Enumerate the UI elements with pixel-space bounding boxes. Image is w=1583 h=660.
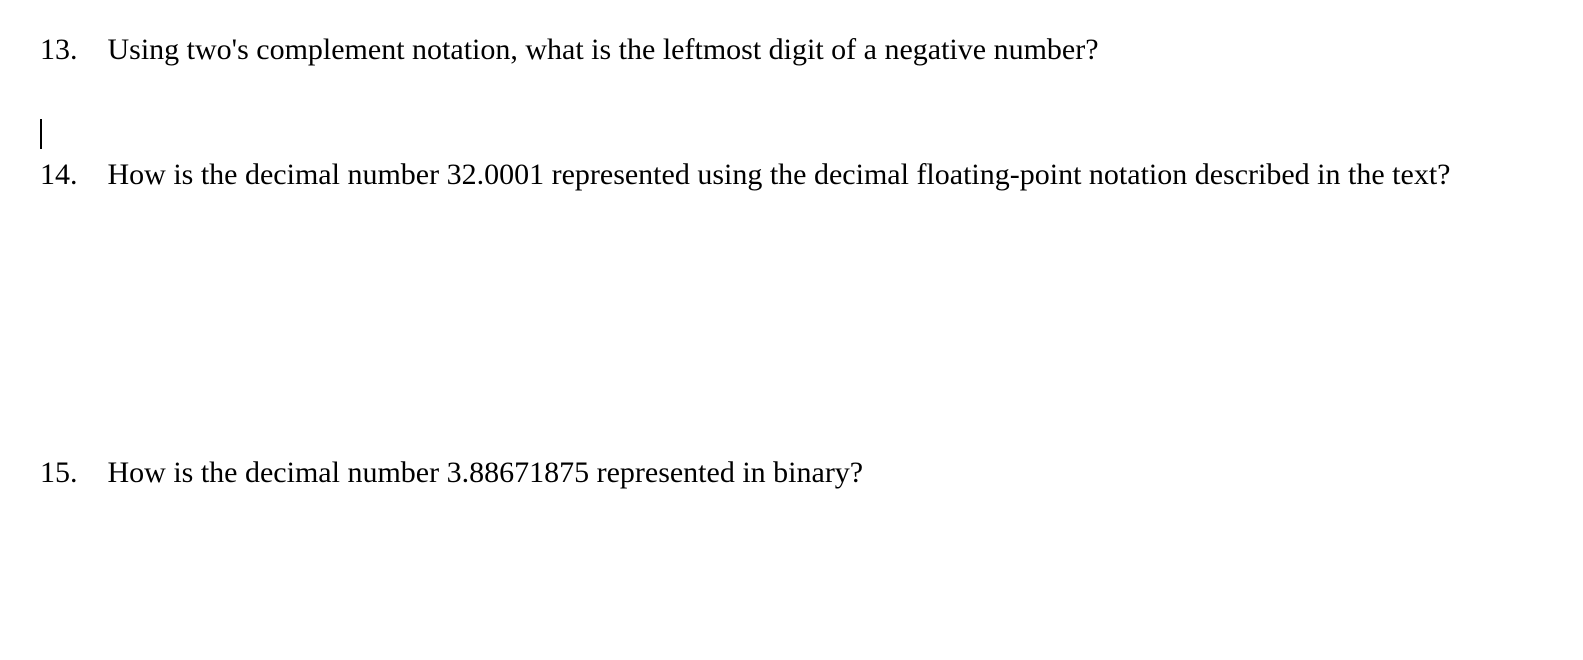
spacer [85, 456, 100, 489]
question-14: 14. How is the decimal number 32.0001 re… [40, 155, 1543, 196]
question-number-14: 14. [40, 158, 78, 191]
question-text-15: How is the decimal number 3.88671875 rep… [108, 456, 864, 489]
question-13: 13. Using two's complement notation, wha… [40, 30, 1543, 71]
question-text-13: Using two's complement notation, what is… [108, 33, 1099, 66]
question-15: 15. How is the decimal number 3.88671875… [40, 453, 1543, 494]
text-cursor[interactable] [40, 119, 42, 149]
question-text-14: How is the decimal number 32.0001 repres… [108, 158, 1451, 191]
spacer [85, 33, 100, 66]
text-cursor-line [40, 119, 1543, 149]
spacer [85, 158, 100, 191]
question-number-15: 15. [40, 456, 78, 489]
question-number-13: 13. [40, 33, 78, 66]
